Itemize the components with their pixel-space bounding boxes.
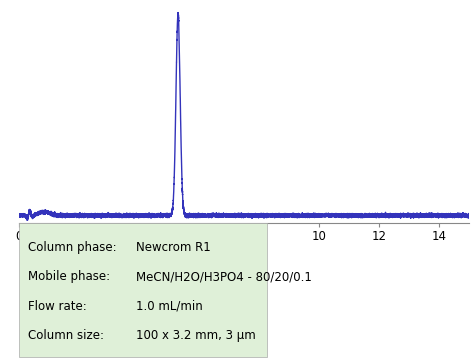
Text: MeCN/H2O/H3PO4 - 80/20/0.1: MeCN/H2O/H3PO4 - 80/20/0.1: [136, 270, 312, 283]
Text: 100 x 3.2 mm, 3 μm: 100 x 3.2 mm, 3 μm: [136, 329, 256, 342]
Text: Column size:: Column size:: [28, 329, 104, 342]
Text: Flow rate:: Flow rate:: [28, 300, 87, 313]
Text: Newcrom R1: Newcrom R1: [136, 241, 211, 254]
Text: 1.0 mL/min: 1.0 mL/min: [136, 300, 203, 313]
Text: Mobile phase:: Mobile phase:: [28, 270, 110, 283]
Text: Column phase:: Column phase:: [28, 241, 117, 254]
FancyBboxPatch shape: [19, 223, 266, 357]
